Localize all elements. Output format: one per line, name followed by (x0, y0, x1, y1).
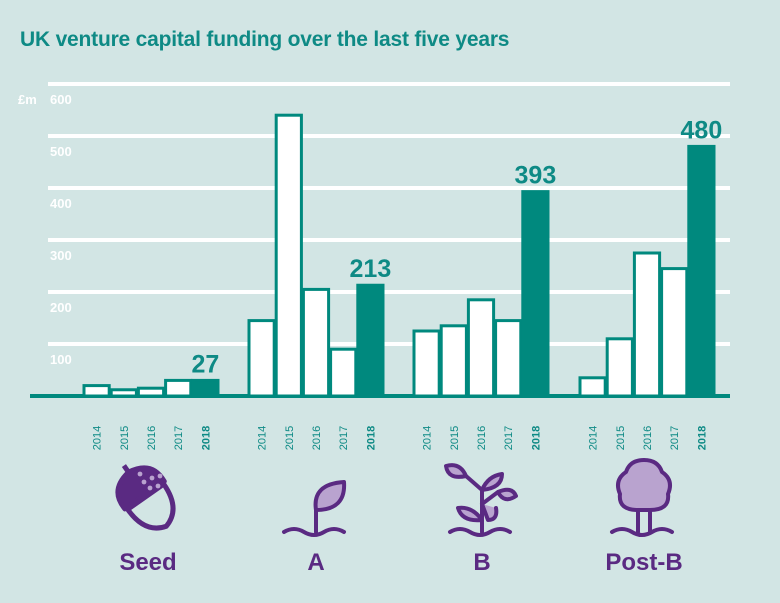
y-tick-label: 400 (50, 196, 72, 211)
x-tick-label: 2018 (365, 426, 377, 450)
acorn-icon (115, 464, 176, 531)
bar-seed-2017 (164, 378, 193, 398)
y-tick-label: 500 (50, 144, 72, 159)
bar-seed-2016 (136, 386, 166, 398)
data-label-a: 213 (350, 255, 392, 283)
category-label-seed: Seed (119, 549, 176, 576)
x-tick-label: 2016 (476, 426, 488, 450)
x-tick-label: 2017 (338, 426, 350, 450)
bar-a-2015 (274, 113, 303, 398)
x-tick-label: 2014 (92, 426, 104, 450)
x-tick-label: 2014 (588, 426, 600, 450)
category-label-b: B (473, 549, 490, 576)
sprout-icon (282, 480, 347, 537)
y-tick-label: 100 (50, 352, 72, 367)
bar-post-b-2018 (687, 144, 716, 398)
data-label-b: 393 (515, 162, 557, 190)
bar-post-b-2016 (632, 251, 662, 398)
x-tick-label: 2015 (449, 426, 461, 450)
data-label-post-b: 480 (681, 116, 723, 144)
bar-a-2014 (247, 319, 276, 398)
x-tick-label: 2018 (530, 426, 542, 450)
x-tick-label: 2016 (311, 426, 323, 450)
y-unit-label: £m (18, 92, 37, 107)
x-tick-label: 2018 (200, 426, 212, 450)
bars (82, 113, 716, 398)
labels: 100 200 300 400 500 600 £m 2014 2015 2016 2017 2018… (18, 92, 722, 576)
chart-title: UK venture capital funding over the last… (20, 28, 510, 51)
bar-post-b-2017 (660, 267, 689, 398)
sapling-icon (444, 463, 518, 537)
x-tick-label: 2015 (284, 426, 296, 450)
bar-a-2018 (356, 283, 385, 398)
x-tick-label: 2017 (669, 426, 681, 450)
bar-seed-2018 (191, 378, 220, 398)
bar-seed-2014 (82, 384, 111, 398)
bar-b-2018 (521, 190, 550, 398)
bar-post-b-2014 (578, 376, 607, 398)
bar-a-2016 (301, 287, 331, 398)
x-tick-label: 2017 (173, 426, 185, 450)
tree-icon (610, 458, 674, 537)
y-tick-label: 200 (50, 300, 72, 315)
data-label-seed: 27 (191, 350, 219, 378)
bar-a-2017 (329, 347, 358, 398)
x-tick-label: 2015 (119, 426, 131, 450)
bar-post-b-2015 (605, 337, 634, 398)
bar-b-2016 (466, 298, 496, 398)
y-tick-label: 300 (50, 248, 72, 263)
x-tick-label: 2014 (422, 426, 434, 450)
x-tick-label: 2015 (615, 426, 627, 450)
category-label-post-b: Post-B (605, 549, 682, 576)
bar-b-2017 (494, 319, 523, 398)
x-tick-label: 2016 (642, 426, 654, 450)
bar-b-2014 (412, 329, 441, 398)
bar-seed-2015 (109, 388, 138, 398)
y-tick-label: 600 (50, 92, 72, 107)
x-tick-label: 2018 (696, 426, 708, 450)
x-tick-label: 2016 (146, 426, 158, 450)
x-tick-label: 2014 (257, 426, 269, 450)
x-tick-label: 2017 (503, 426, 515, 450)
category-label-a: A (307, 549, 324, 576)
bar-b-2015 (439, 324, 468, 398)
